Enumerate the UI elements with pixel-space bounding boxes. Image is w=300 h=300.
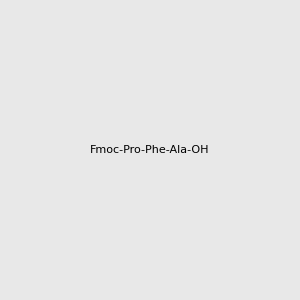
Text: Fmoc-Pro-Phe-Ala-OH: Fmoc-Pro-Phe-Ala-OH [90, 145, 210, 155]
